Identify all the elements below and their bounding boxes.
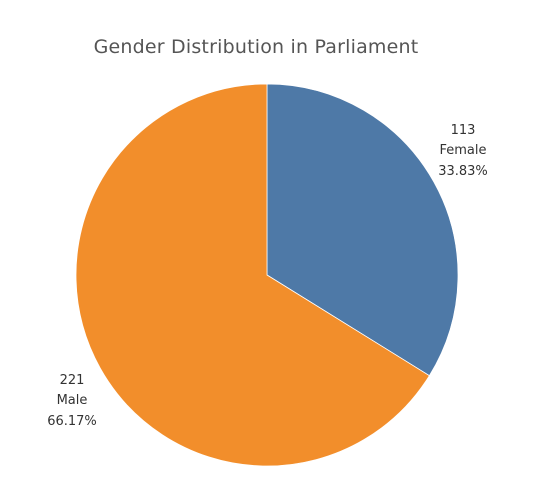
chart-title: Gender Distribution in Parliament xyxy=(93,36,419,58)
male-name-label: Male xyxy=(57,393,88,408)
pie-slice-male xyxy=(75,83,430,467)
male-percent-label: 66.17% xyxy=(47,414,97,429)
female-name-label: Female xyxy=(439,143,486,158)
pie-slices xyxy=(75,83,459,467)
female-percent-label: 33.83% xyxy=(438,164,488,179)
female-count-label: 113 xyxy=(451,123,476,138)
male-count-label: 221 xyxy=(60,373,85,388)
pie-slice-female xyxy=(266,83,459,377)
